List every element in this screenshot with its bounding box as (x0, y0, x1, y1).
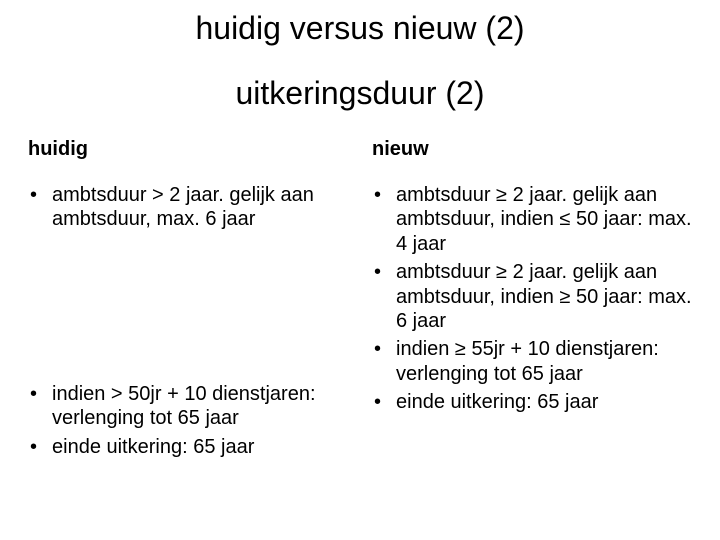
column-left: huidig ambtsduur > 2 jaar. gelijk aan am… (28, 138, 360, 463)
slide-subtitle: uitkeringsduur (2) (28, 75, 692, 112)
list-item: einde uitkering: 65 jaar (28, 435, 348, 459)
list-item: ambtsduur ≥ 2 jaar. gelijk aan ambtsduur… (372, 260, 692, 333)
column-left-list: ambtsduur > 2 jaar. gelijk aan ambtsduur… (28, 183, 348, 459)
column-left-header: huidig (28, 138, 348, 161)
column-right-list: ambtsduur ≥ 2 jaar. gelijk aan ambtsduur… (372, 183, 692, 415)
slide: huidig versus nieuw (2) uitkeringsduur (… (0, 0, 720, 540)
list-item: indien > 50jr + 10 dienstjaren: verlengi… (28, 382, 348, 431)
columns: huidig ambtsduur > 2 jaar. gelijk aan am… (28, 138, 692, 463)
list-item: einde uitkering: 65 jaar (372, 390, 692, 414)
list-item: ambtsduur > 2 jaar. gelijk aan ambtsduur… (28, 183, 348, 232)
list-item: ambtsduur ≥ 2 jaar. gelijk aan ambtsduur… (372, 183, 692, 256)
column-right: nieuw ambtsduur ≥ 2 jaar. gelijk aan amb… (360, 138, 692, 463)
slide-title: huidig versus nieuw (2) (28, 10, 692, 47)
list-item: indien ≥ 55jr + 10 dienstjaren: verlengi… (372, 337, 692, 386)
column-right-header: nieuw (372, 138, 692, 161)
